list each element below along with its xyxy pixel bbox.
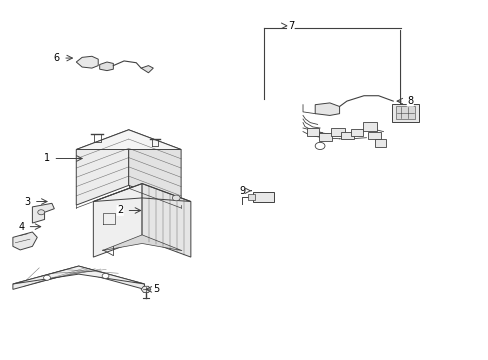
Circle shape [43, 275, 50, 280]
Polygon shape [128, 130, 181, 205]
Text: 4: 4 [18, 222, 24, 231]
Polygon shape [76, 130, 181, 149]
Text: 3: 3 [24, 197, 31, 207]
FancyBboxPatch shape [340, 132, 353, 139]
FancyBboxPatch shape [362, 122, 376, 131]
Text: 6: 6 [54, 53, 60, 63]
FancyBboxPatch shape [253, 192, 273, 202]
FancyBboxPatch shape [367, 132, 380, 139]
Polygon shape [32, 203, 54, 223]
Polygon shape [93, 184, 142, 257]
FancyBboxPatch shape [374, 139, 385, 147]
Text: 9: 9 [239, 186, 244, 196]
Polygon shape [102, 235, 182, 251]
FancyBboxPatch shape [350, 129, 363, 136]
FancyBboxPatch shape [319, 134, 331, 141]
Polygon shape [100, 62, 113, 71]
Text: 8: 8 [407, 96, 412, 106]
Text: 2: 2 [117, 206, 123, 216]
Text: 7: 7 [287, 21, 293, 31]
Polygon shape [141, 66, 153, 73]
Polygon shape [315, 103, 339, 116]
Text: 5: 5 [153, 284, 160, 294]
FancyBboxPatch shape [330, 128, 344, 136]
FancyBboxPatch shape [395, 107, 414, 119]
Polygon shape [76, 130, 128, 205]
Polygon shape [142, 184, 190, 257]
Polygon shape [141, 286, 151, 292]
Circle shape [315, 142, 325, 149]
Polygon shape [76, 56, 98, 68]
Circle shape [102, 273, 109, 278]
FancyBboxPatch shape [306, 128, 318, 136]
Circle shape [38, 210, 44, 215]
FancyBboxPatch shape [391, 104, 418, 122]
Polygon shape [13, 232, 37, 250]
Circle shape [172, 195, 180, 201]
Polygon shape [13, 266, 144, 284]
Text: 1: 1 [44, 153, 50, 163]
FancyBboxPatch shape [247, 194, 255, 201]
Text: 7: 7 [287, 21, 293, 31]
Polygon shape [13, 266, 144, 289]
